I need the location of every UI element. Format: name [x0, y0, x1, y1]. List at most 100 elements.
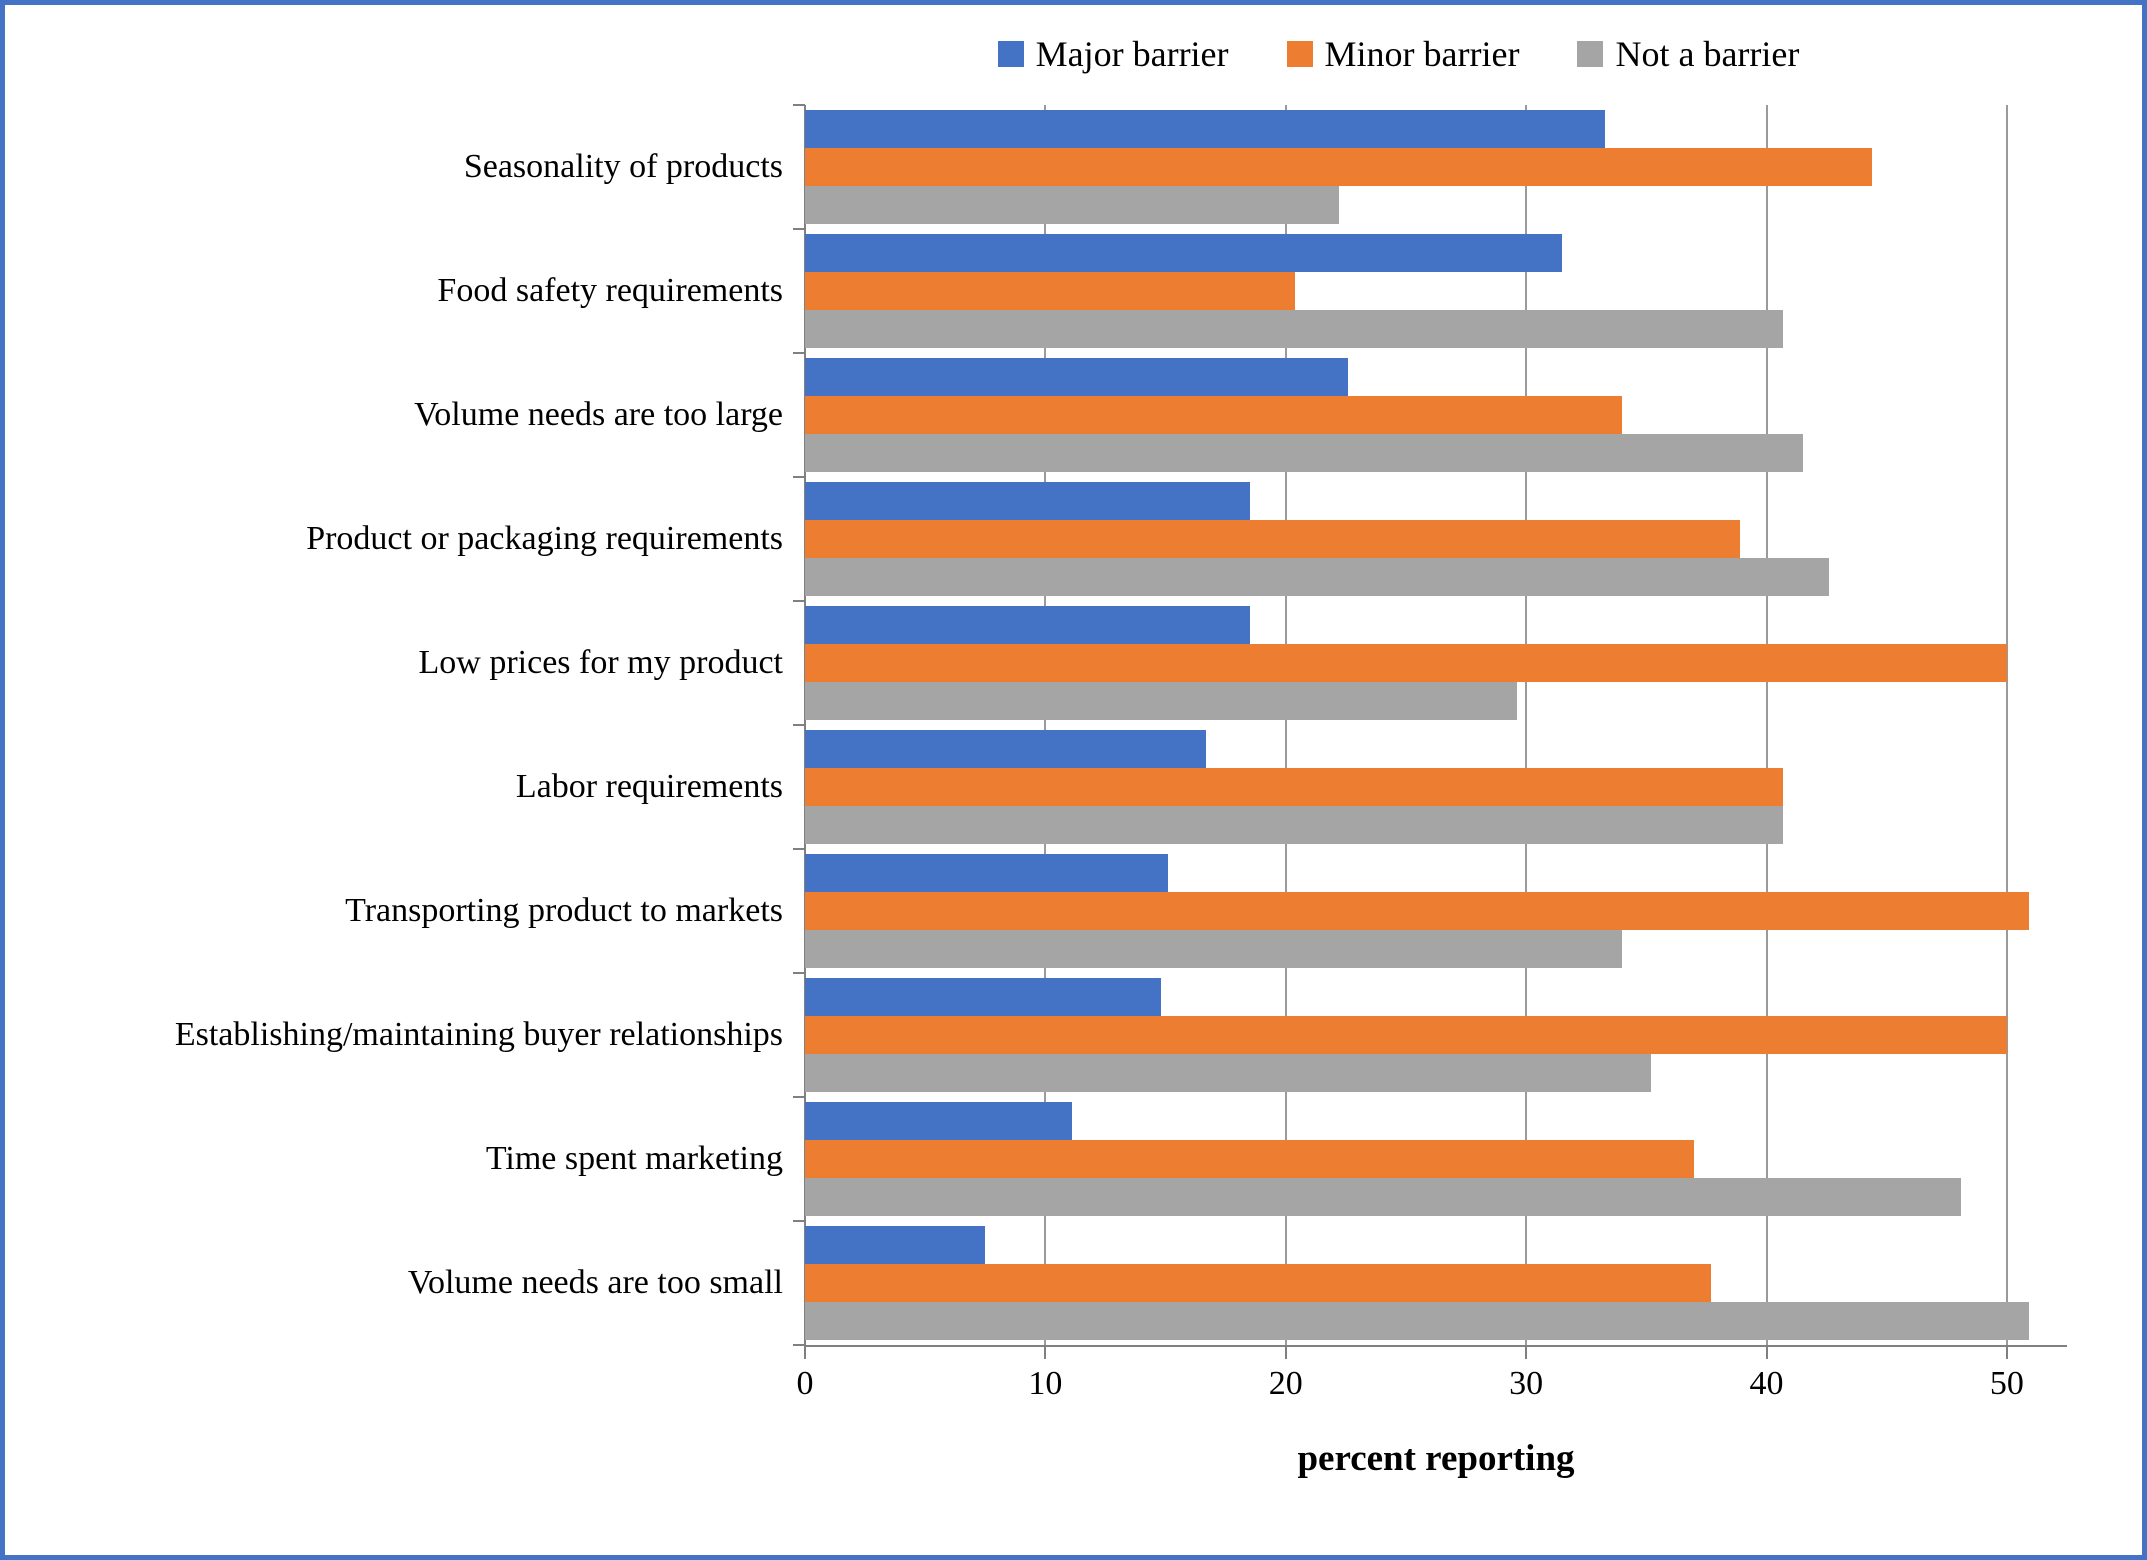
- category-label: Seasonality of products: [463, 148, 783, 186]
- bar: [805, 1054, 1652, 1092]
- category-row: Labor requirements: [5, 725, 2067, 849]
- legend-swatch-icon: [997, 41, 1024, 67]
- category-row: Seasonality of products: [5, 105, 2067, 229]
- bar: [805, 272, 1296, 310]
- bar: [805, 854, 1168, 892]
- y-axis-tick: [793, 848, 805, 850]
- bar-group: [805, 1226, 2067, 1340]
- x-axis-tick: [2005, 1345, 2008, 1359]
- bar-rows: Seasonality of products Food safety requi…: [5, 105, 2067, 1345]
- bar: [805, 768, 1784, 806]
- gridline: [1525, 105, 1528, 1345]
- x-axis-tick: [1765, 1345, 1768, 1359]
- bar: [805, 606, 1250, 644]
- legend-label: Major barrier: [1035, 34, 1229, 74]
- y-axis-tick: [793, 1344, 805, 1346]
- bar: [805, 434, 1803, 472]
- legend-item: Minor barrier: [1286, 34, 1520, 74]
- bar: [805, 1178, 1962, 1216]
- bar: [805, 682, 1517, 720]
- category-label: Product or packaging requirements: [306, 520, 783, 558]
- bar: [805, 482, 1250, 520]
- bar: [805, 1140, 1695, 1178]
- bar: [805, 1016, 2007, 1054]
- gridline: [1765, 105, 1768, 1345]
- legend-swatch-icon: [1577, 41, 1604, 67]
- y-axis-tick: [793, 600, 805, 602]
- category-label: Transporting product to markets: [345, 892, 783, 930]
- category-label: Volume needs are too large: [414, 396, 783, 434]
- y-axis-tick: [793, 724, 805, 726]
- y-axis-tick: [793, 352, 805, 354]
- bar: [805, 1226, 986, 1264]
- bar: [805, 234, 1563, 272]
- bar-group: [805, 1102, 2067, 1216]
- category-row: Food safety requirements: [5, 229, 2067, 353]
- bar: [805, 806, 1784, 844]
- legend: Major barrier Minor barrier Not a barrier: [5, 5, 2142, 97]
- bar: [805, 892, 2029, 930]
- y-axis-tick: [793, 228, 805, 230]
- category-label: Food safety requirements: [437, 272, 783, 310]
- legend-swatch-icon: [1286, 41, 1313, 67]
- x-axis-tick-label: 40: [1749, 1365, 1784, 1402]
- bar: [805, 1102, 1072, 1140]
- category-row: Time spent marketing: [5, 1097, 2067, 1221]
- legend-item: Major barrier: [997, 34, 1229, 74]
- category-row: Establishing/maintaining buyer relations…: [5, 973, 2067, 1097]
- category-row: Low prices for my product: [5, 601, 2067, 725]
- bar: [805, 978, 1161, 1016]
- category-row: Product or packaging requirements: [5, 477, 2067, 601]
- legend-item: Not a barrier: [1577, 36, 1799, 72]
- category-label: Low prices for my product: [418, 644, 783, 682]
- x-axis-tick: [1044, 1345, 1047, 1359]
- category-label: Time spent marketing: [485, 1140, 783, 1178]
- x-axis-tick: [1284, 1345, 1287, 1359]
- x-axis-tick-label: 30: [1509, 1365, 1544, 1402]
- y-axis-line: [804, 105, 806, 1345]
- bar: [805, 730, 1207, 768]
- y-axis-tick: [793, 1220, 805, 1222]
- x-axis-tick-label: 10: [1028, 1365, 1063, 1402]
- bar: [805, 358, 1349, 396]
- x-axis-tick-label: 50: [1989, 1365, 2024, 1402]
- x-axis-tick: [804, 1345, 806, 1359]
- bar-group: [805, 482, 2067, 596]
- category-row: Transporting product to markets: [5, 849, 2067, 973]
- bar-group: [805, 854, 2067, 968]
- x-axis-tick-label: 20: [1268, 1365, 1303, 1402]
- bar-group: [805, 358, 2067, 472]
- y-axis-tick: [793, 476, 805, 478]
- bar-group: [805, 234, 2067, 348]
- bar: [805, 520, 1741, 558]
- gridline: [2005, 105, 2008, 1345]
- bar-group: [805, 110, 2067, 224]
- bar: [805, 186, 1339, 224]
- bar-group: [805, 978, 2067, 1092]
- bar: [805, 396, 1623, 434]
- bar: [805, 148, 1873, 186]
- x-axis-title: percent reporting: [1297, 1438, 1575, 1479]
- x-axis-line: [805, 1345, 2067, 1347]
- category-label: Labor requirements: [515, 768, 783, 806]
- x-axis-tick: [1525, 1345, 1528, 1359]
- category-label: Volume needs are too small: [407, 1264, 783, 1302]
- x-axis-tick-label: 0: [796, 1365, 814, 1402]
- legend-label: Minor barrier: [1324, 34, 1520, 74]
- x-axis-tick-labels: 0 10 20 30 40 50: [797, 1365, 2067, 1411]
- bar: [805, 110, 1606, 148]
- bar-group: [805, 606, 2067, 720]
- y-axis-tick: [793, 104, 805, 106]
- bar: [805, 644, 2007, 682]
- legend-label: Not a barrier: [1615, 34, 1800, 74]
- category-row: Volume needs are too large: [5, 353, 2067, 477]
- category-label: Establishing/maintaining buyer relations…: [174, 1016, 783, 1054]
- bar: [805, 1302, 2029, 1340]
- y-axis-tick: [793, 1096, 805, 1098]
- gridlines: [804, 105, 2067, 1345]
- plot-area: Seasonality of products Food safety requi…: [5, 104, 2142, 1359]
- gridline: [1284, 105, 1287, 1345]
- bar: [805, 310, 1784, 348]
- gridline: [1044, 105, 1047, 1345]
